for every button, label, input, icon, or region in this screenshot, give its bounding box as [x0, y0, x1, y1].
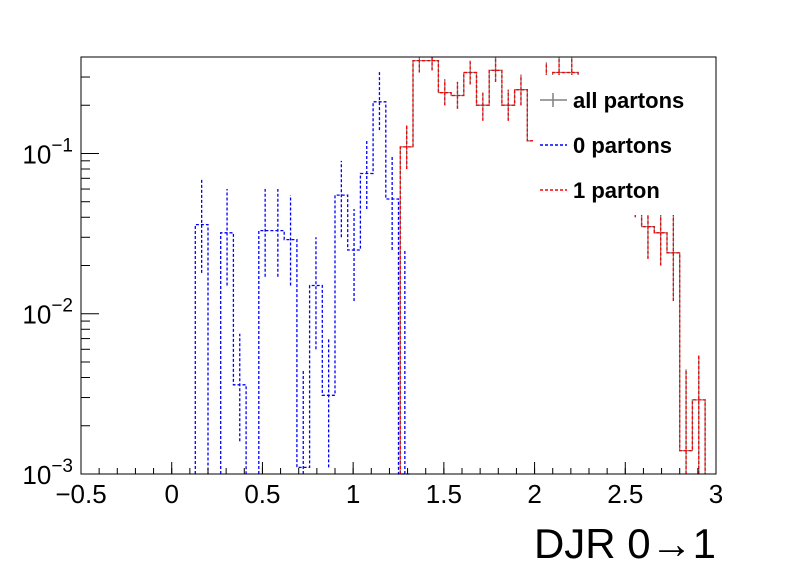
- x-tick-label: 1.5: [426, 479, 462, 509]
- x-tick-label: 2.5: [607, 479, 643, 509]
- x-tick-label: 2: [527, 479, 541, 509]
- y-tick-label: 10−2: [22, 296, 73, 330]
- x-tick-label: 0: [164, 479, 178, 509]
- x-tick-label: 1: [346, 479, 360, 509]
- series-step-line: [399, 59, 706, 474]
- legend-label: 0 partons: [573, 133, 672, 158]
- x-tick-label: 0.5: [244, 479, 280, 509]
- axes: −0.5 0 0.5 1 1.5 2 2.5 3 10−1 10−2 10−3: [22, 56, 723, 509]
- series-step-line: [194, 101, 412, 475]
- x-tick-label: −0.5: [55, 479, 106, 509]
- y-tick-label: 10−1: [22, 135, 73, 169]
- legend: all partons 0 partons 1 parton: [540, 88, 684, 203]
- x-tick-label: 3: [709, 479, 723, 509]
- legend-background: [533, 75, 715, 215]
- series-0-partons: [194, 70, 412, 475]
- legend-label: all partons: [573, 88, 684, 113]
- x-axis-title: DJR 0→1: [534, 520, 716, 567]
- y-tick-label: 10−3: [22, 456, 73, 490]
- legend-label: 1 parton: [573, 178, 660, 203]
